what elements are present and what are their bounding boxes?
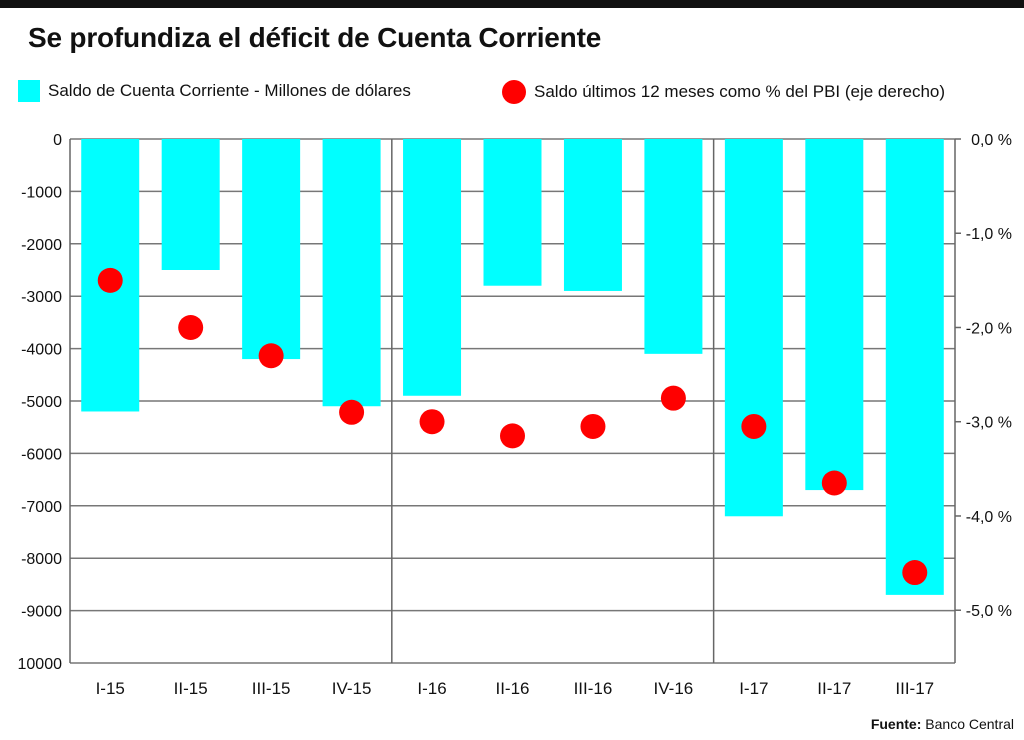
data-point [258,343,284,369]
x-tick-label: II-15 [174,679,208,698]
bar [644,139,703,354]
x-tick-label: I-16 [417,679,446,698]
source-text: Banco Central [925,716,1014,732]
legend-label-dots: Saldo últimos 12 meses como % del PBI (e… [534,82,946,101]
x-tick-label: I-17 [739,679,768,698]
bar [161,139,220,270]
chart-title: Se profundiza el déficit de Cuenta Corri… [28,22,602,53]
y-right-tick-label: 0,0 % [971,132,1012,149]
legend-swatch-dots [502,80,526,104]
data-point [902,560,928,586]
y-left-tick-label: 10000 [18,656,63,673]
y-left-tick-label: -3000 [21,289,62,306]
x-tick-label: III-17 [895,679,934,698]
legend-label-bars: Saldo de Cuenta Corriente - Millones de … [48,81,411,100]
data-point [339,399,365,425]
y-left-tick-label: -4000 [21,342,62,359]
data-point [97,267,123,293]
y-left-tick-label: 0 [53,132,62,149]
y-left-tick-label: -6000 [21,446,62,463]
bar [242,139,301,360]
y-left-tick-label: -7000 [21,499,62,516]
y-left-tick-label: -5000 [21,394,62,411]
bar [805,139,864,491]
data-point [821,470,847,496]
data-point [580,413,606,439]
source-label: Fuente: [870,716,922,732]
source-note: Fuente: Banco Central [871,716,1014,732]
x-tick-label: IV-15 [332,679,372,698]
y-right-tick-label: -3,0 % [966,415,1012,432]
y-left-tick-label: -8000 [21,551,62,568]
data-point [419,409,445,435]
bar [563,139,622,291]
bar [885,139,944,595]
y-left-tick-label: -2000 [21,237,62,254]
data-point [660,385,686,411]
bar [403,139,462,396]
y-left-tick-label: -1000 [21,184,62,201]
x-tick-label: III-16 [574,679,613,698]
data-point [500,423,525,449]
legend: Saldo de Cuenta Corriente - Millones de … [18,80,1018,108]
data-point [178,314,204,340]
data-point [741,413,767,439]
legend-item-dots: Saldo últimos 12 meses como % del PBI (e… [502,80,945,104]
y-right-tick-label: -4,0 % [966,509,1012,526]
x-tick-label: I-15 [96,679,125,698]
y-right-tick-label: -1,0 % [966,226,1012,243]
x-tick-label: III-15 [252,679,291,698]
bar [483,139,542,286]
bar [322,139,381,407]
x-tick-label: IV-16 [654,679,694,698]
y-right-tick-label: -5,0 % [966,603,1012,620]
legend-item-bars: Saldo de Cuenta Corriente - Millones de … [18,80,411,102]
x-tick-label: II-16 [495,679,529,698]
y-right-tick-label: -2,0 % [966,320,1012,337]
legend-swatch-bars [18,80,40,102]
bar [724,139,783,517]
y-left-tick-label: -9000 [21,604,62,621]
top-border-bar [0,0,1024,8]
x-tick-label: II-17 [817,679,851,698]
